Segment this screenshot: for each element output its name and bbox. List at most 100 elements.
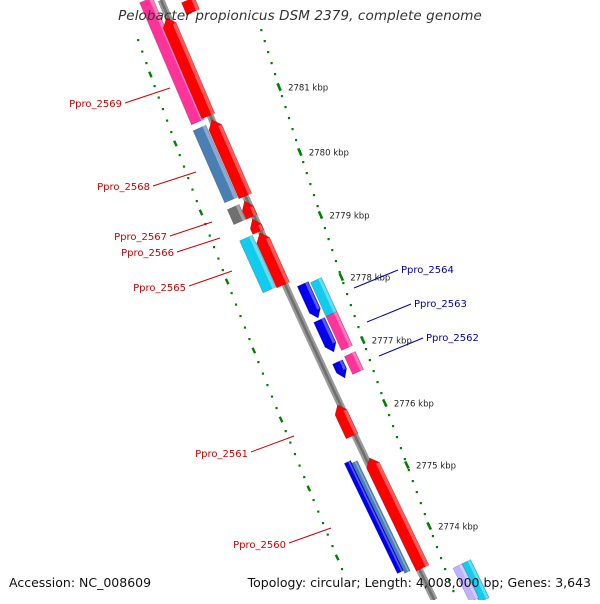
inner-ring-dot xyxy=(248,338,251,341)
inner-ring-dot xyxy=(239,315,242,318)
ring-dot xyxy=(448,579,451,582)
inner-ring-dot xyxy=(182,165,186,168)
inner-ring-dot xyxy=(303,476,306,479)
ring-dot xyxy=(342,282,345,285)
gene-ppro-2562 xyxy=(344,351,364,375)
inner-ring xyxy=(137,39,344,571)
inner-ring-dot xyxy=(217,257,220,260)
gene-ppro-2564-shine xyxy=(318,277,337,313)
gene-red-2567b xyxy=(249,218,265,235)
inner-ring-dot xyxy=(257,361,260,364)
gene-blue-2564-shine xyxy=(305,281,320,310)
gene-label-right: Ppro_2564 xyxy=(401,265,454,276)
gene-blue-2564 xyxy=(296,281,321,319)
gene-red-2568-shine xyxy=(218,124,252,195)
ring-dot xyxy=(415,491,418,494)
gene-ppro-2563 xyxy=(325,311,353,351)
leader-line xyxy=(378,337,424,357)
ring-dot xyxy=(291,128,294,131)
inner-ring-dot xyxy=(178,154,181,157)
scale-tick xyxy=(276,82,282,92)
gene-top-red-b-shine xyxy=(172,22,215,115)
leader-line xyxy=(353,269,399,289)
ring-dot xyxy=(399,447,403,450)
scale-tick xyxy=(317,210,324,220)
scale-tick-label: 2778 kbp xyxy=(350,274,390,284)
gene-red-2567b-shine xyxy=(258,224,264,231)
scale-tick-label: 2775 kbp xyxy=(416,462,456,472)
inner-ring-dot xyxy=(275,407,278,410)
gene-steel-2560 xyxy=(351,460,411,574)
gene-label-left: Ppro_2569 xyxy=(69,99,122,110)
gene-red-2567 xyxy=(241,200,258,220)
inner-ring-dot xyxy=(170,131,173,134)
map-title: Pelobacter propionicus DSM 2379, complet… xyxy=(118,8,482,24)
scale-ticks: 2781 kbp 2780 kbp 2779 kbp 2778 kbp 2777 kbp… xyxy=(276,82,478,533)
ring-dot xyxy=(372,370,375,373)
inner-ring-dot xyxy=(141,50,144,53)
ring-dot xyxy=(284,106,287,109)
ring-dot xyxy=(419,502,422,505)
inner-ring-dot xyxy=(161,108,165,111)
gene-ppro-2560-shine xyxy=(375,462,429,567)
ring-dot xyxy=(435,546,439,549)
ring-dot xyxy=(431,535,435,538)
ring-dot xyxy=(263,40,266,43)
ring-dot xyxy=(294,139,298,142)
accession-text: Accession: NC_008609 xyxy=(9,575,152,590)
scale-tick xyxy=(426,521,433,531)
ring-dot xyxy=(287,117,291,120)
gene-top-red-a-shine xyxy=(191,0,200,11)
ring-dot xyxy=(349,304,352,307)
inner-ring-dash xyxy=(278,416,284,423)
gene-blue-2563-shine xyxy=(321,317,336,344)
leader-line xyxy=(366,303,412,323)
ring-dot xyxy=(305,172,308,175)
inner-ring-dot xyxy=(153,85,156,88)
inner-ring-dot xyxy=(321,522,325,525)
inner-ring-dot xyxy=(284,430,287,433)
gene-red-2567-shine xyxy=(250,206,257,216)
gene-blue-2563 xyxy=(313,317,337,353)
gene-labels: Ppro_2569 Ppro_2568 Ppro_2567 Ppro_2566 Ppro… xyxy=(69,87,479,551)
scale-tick-label: 2780 kbp xyxy=(309,149,349,159)
inner-ring-dot xyxy=(187,177,190,180)
scale-tick xyxy=(297,147,303,157)
leader-line xyxy=(188,270,233,287)
ring-dot xyxy=(267,51,270,54)
ring-dot xyxy=(452,590,455,593)
inner-ring-dot xyxy=(195,200,198,203)
inner-ring-dot xyxy=(331,545,334,548)
gene-label-left: Ppro_2565 xyxy=(133,283,186,294)
inner-ring-dot xyxy=(266,384,269,387)
scale-tick-label: 2781 kbp xyxy=(288,84,328,94)
gene-label-left: Ppro_2567 xyxy=(114,232,167,243)
ring-dot xyxy=(376,381,379,384)
gene-label-left: Ppro_2568 xyxy=(97,182,150,193)
ring-dot xyxy=(357,326,360,329)
inner-ring-dash xyxy=(173,140,178,147)
gene-ppro-2562-shine xyxy=(352,351,364,371)
ring-dot xyxy=(312,194,316,197)
gene-label-right: Ppro_2562 xyxy=(426,333,479,344)
inner-ring-dot xyxy=(191,188,194,191)
inner-ring-dot xyxy=(326,533,329,536)
ring-dot xyxy=(403,458,406,461)
gene-ppro-2565-shine xyxy=(248,235,276,289)
leader-line xyxy=(250,435,295,453)
gene-red-2565-shine xyxy=(266,237,290,284)
gene-ppro-2565 xyxy=(239,234,277,294)
leader-line xyxy=(124,87,171,104)
ring-dot xyxy=(302,161,305,164)
gene-features xyxy=(139,0,490,603)
leader-line xyxy=(176,237,221,253)
inner-ring-dot xyxy=(212,246,216,249)
scale-tick xyxy=(338,272,345,282)
ring-dot xyxy=(323,227,327,230)
scale-tick-label: 2774 kbp xyxy=(438,523,478,533)
gene-label-right: Ppro_2563 xyxy=(414,299,467,310)
gene-bottom-lavender-shine xyxy=(459,564,479,600)
ring-dot xyxy=(407,469,410,472)
gene-blue-2562-shine xyxy=(339,359,346,370)
inner-ring-dot xyxy=(312,499,315,502)
